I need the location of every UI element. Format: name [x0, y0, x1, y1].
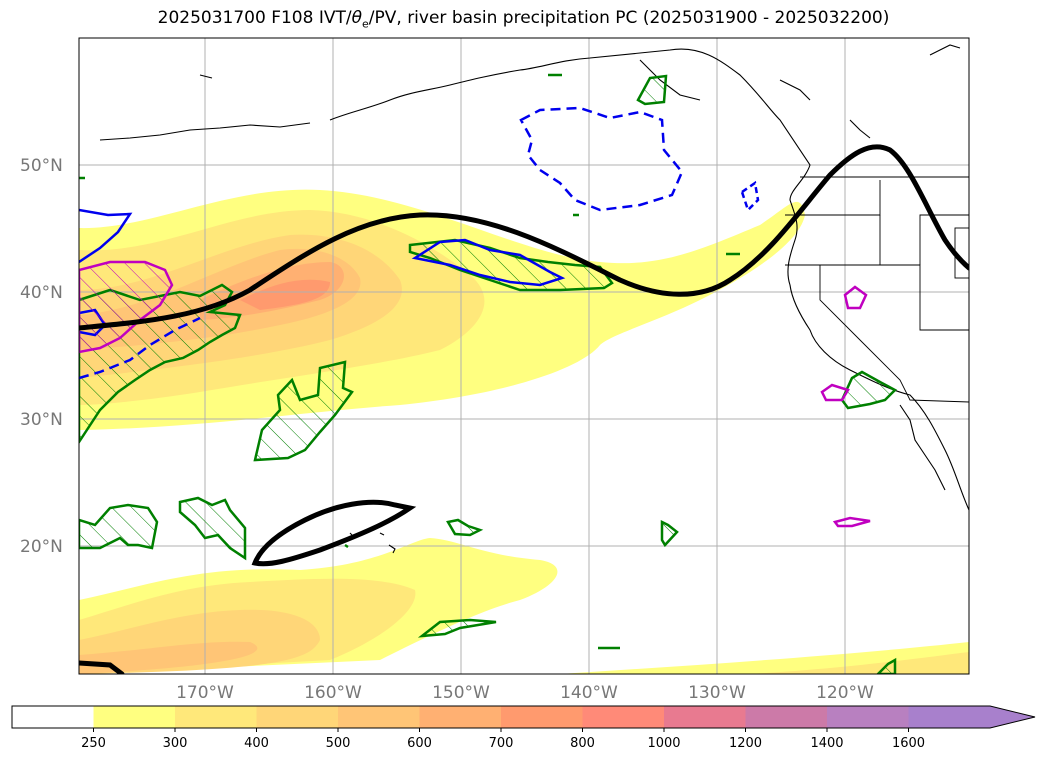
map-area: [79, 38, 969, 674]
lat-label-50: 50°N: [20, 156, 63, 176]
lon-label-120w: 120°W: [816, 683, 874, 703]
colorbar-label: 1200: [729, 736, 762, 751]
colorbar-swatch: [93, 706, 176, 728]
colorbar-swatch: [501, 706, 583, 728]
ivt-shading: [79, 189, 969, 674]
map-frame: [78, 37, 970, 675]
magenta-contours: [79, 260, 871, 528]
title-theta: θ: [351, 8, 362, 28]
colorbar-swatch: [256, 706, 339, 728]
lon-label-140w: 140°W: [560, 683, 618, 703]
colorbar: 250 300 400 500 600 700 800 1000 1200 1400 1600: [11, 705, 1036, 751]
colorbar-swatch: [12, 706, 94, 728]
colorbar-swatch: [827, 706, 909, 728]
lat-label-40: 40°N: [20, 283, 63, 303]
colorbar-label: 1400: [810, 736, 843, 751]
longitude-labels: 170°W 160°W 150°W 140°W 130°W 120°W: [176, 683, 874, 703]
latitude-labels: 50°N 40°N 30°N 20°N: [20, 156, 63, 557]
theta-e-pv-contours: [79, 144, 969, 674]
lat-label-20: 20°N: [20, 537, 63, 557]
colorbar-extend-arrow: [908, 706, 1035, 728]
colorbar-label: 600: [407, 736, 432, 751]
lat-label-30: 30°N: [20, 410, 63, 430]
colorbar-label: 400: [244, 736, 269, 751]
colorbar-label: 1000: [647, 736, 680, 751]
title-suffix: /PV, river basin precipitation PC (20250…: [368, 8, 890, 28]
colorbar-outline: [11, 705, 1036, 729]
map-title: 2025031700 F108 IVT/θe/PV, river basin p…: [0, 8, 1047, 30]
title-subscript: e: [362, 17, 369, 31]
colorbar-label: 500: [326, 736, 351, 751]
blue-contours: [79, 106, 760, 380]
colorbar-swatch: [338, 706, 420, 728]
colorbar-swatch: [664, 706, 746, 728]
colorbar-label: 250: [81, 736, 106, 751]
green-small-contours: [79, 73, 740, 650]
state-borders: [785, 176, 969, 403]
title-prefix: 2025031700 F108 IVT/: [157, 8, 352, 28]
colorbar-label: 300: [163, 736, 188, 751]
lon-label-170w: 170°W: [176, 683, 234, 703]
colorbar-swatch: [745, 706, 828, 728]
colorbar-swatch: [175, 706, 257, 728]
colorbar-label: 800: [570, 736, 595, 751]
colorbar-label: 700: [489, 736, 514, 751]
lon-label-160w: 160°W: [304, 683, 362, 703]
colorbar-label: 1600: [892, 736, 925, 751]
lon-label-130w: 130°W: [688, 683, 746, 703]
colorbar-swatch: [582, 706, 665, 728]
lon-label-150w: 150°W: [432, 683, 490, 703]
colorbar-swatch: [419, 706, 502, 728]
